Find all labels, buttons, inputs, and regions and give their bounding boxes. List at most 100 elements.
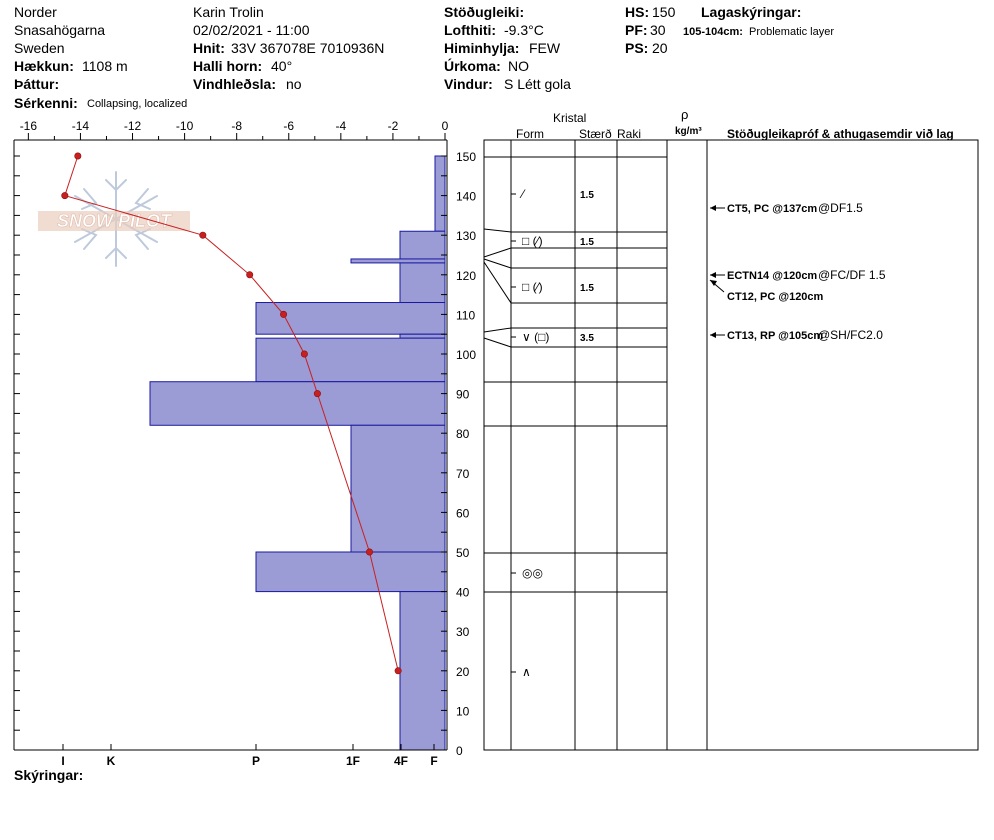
form-header: Form <box>516 127 544 141</box>
site-region: Norder <box>14 4 57 20</box>
snow-pilot-logo-text: SNOW PILOT <box>57 211 173 231</box>
wind-loading-label: Vindhleðsla: <box>193 76 276 92</box>
coords-value: 33V 367078E 7010936N <box>231 40 385 56</box>
temp-tick-label: -2 <box>388 119 399 133</box>
test-arrow-head <box>710 280 717 286</box>
hardness-tick-label: 1F <box>346 754 360 768</box>
depth-tick-label: 60 <box>456 506 470 520</box>
ps-value: 20 <box>652 40 668 56</box>
depth-tick-label: 90 <box>456 388 470 402</box>
precip-label: Úrkoma: <box>444 58 501 74</box>
layer-notes-depth: 105-104cm: <box>683 26 743 38</box>
coords-label: Hnit: <box>193 40 225 56</box>
moisture-header: Raki <box>617 127 642 141</box>
hardness-bars <box>149 155 446 751</box>
site-place: Snasahögarna <box>14 22 106 38</box>
depth-tick-label: 20 <box>456 665 470 679</box>
layer-size: 1.5 <box>580 237 594 248</box>
layer-form: □ (⁄) <box>522 234 543 248</box>
stability-test: CT5, PC @137cm <box>727 203 817 215</box>
depth-tick-label: 130 <box>456 229 476 243</box>
crystal-header: Kristal <box>553 111 587 125</box>
depth-tick-label: 50 <box>456 546 470 560</box>
hardness-tick-label: P <box>252 754 260 768</box>
temp-tick-label: -12 <box>124 119 142 133</box>
hardness-bar <box>399 591 446 751</box>
temp-tick-label: -6 <box>283 119 294 133</box>
density-header-unit: kg/m³ <box>675 126 702 137</box>
hardness-bar <box>399 262 446 304</box>
temperature-point <box>61 192 69 200</box>
aspect-label: Þáttur: <box>14 76 60 92</box>
observation-datetime: 02/02/2021 - 11:00 <box>193 22 310 38</box>
hardness-bar <box>255 551 446 593</box>
layer-notes-label: Lagaskýringar: <box>701 4 802 20</box>
hs-label: HS: <box>625 4 650 20</box>
test-arrow-head <box>710 272 716 278</box>
temp-tick-label: -14 <box>72 119 90 133</box>
depth-tick-label: 120 <box>456 269 476 283</box>
hardness-bar <box>350 424 446 553</box>
layer-form: ∧ <box>522 665 531 679</box>
layer-boundary-connector <box>483 247 512 258</box>
temperature-point <box>280 310 288 318</box>
layer-boundary-connector <box>483 337 512 348</box>
temperature-point <box>394 667 402 675</box>
layer-boundary-connector <box>483 261 512 304</box>
temperature-point <box>199 231 207 239</box>
layer-notes-text: Problematic layer <box>749 26 834 38</box>
pf-label: PF: <box>625 22 648 38</box>
sky-label: Himinhylja: <box>444 40 520 56</box>
layer-boundary-connector <box>483 228 512 233</box>
hardness-tick-label: 4F <box>394 754 408 768</box>
features-label: Sérkenni: <box>14 95 78 111</box>
depth-tick-label: 100 <box>456 348 476 362</box>
depth-tick-label: 40 <box>456 586 470 600</box>
depth-tick-label: 110 <box>456 308 475 322</box>
layer-size: 3.5 <box>580 333 594 344</box>
temperature-profile <box>61 152 402 675</box>
features-value: Collapsing, localized <box>87 98 188 110</box>
layer-form: ◎◎ <box>522 566 543 580</box>
elevation-value: 1108 m <box>82 58 128 74</box>
depth-tick-label: 140 <box>456 190 476 204</box>
site-country: Sweden <box>14 40 65 56</box>
hardness-bar <box>350 258 446 264</box>
hardness-tick-label: K <box>107 754 116 768</box>
hardness-bar <box>255 302 446 335</box>
temperature-point <box>365 548 373 556</box>
stability-test: ECTN14 @120cm <box>727 270 817 282</box>
precip-value: NO <box>508 58 529 74</box>
pf-value: 30 <box>650 22 666 38</box>
hardness-bar <box>149 381 446 426</box>
temp-tick-label: -16 <box>20 119 38 133</box>
depth-tick-label: 150 <box>456 150 476 164</box>
hardness-tick-label: F <box>430 754 437 768</box>
hardness-tick-label: I <box>61 754 64 768</box>
observer-name: Karin Trolin <box>193 4 264 20</box>
depth-tick-label: 10 <box>456 704 470 718</box>
slope-value: 40° <box>271 58 293 74</box>
temp-tick-label: 0 <box>442 119 449 133</box>
table-frame <box>483 139 979 751</box>
depth-tick-label: 30 <box>456 625 470 639</box>
depth-tick-label: 0 <box>456 744 463 758</box>
hardness-bar <box>399 230 446 260</box>
temp-tick-label: -8 <box>231 119 242 133</box>
size-header: Stærð <box>579 127 612 141</box>
sky-value: FEW <box>529 40 561 56</box>
hardness-bar <box>434 155 446 232</box>
layer-form: ⁄ <box>519 187 526 201</box>
temperature-point <box>246 271 254 279</box>
temperature-point <box>300 350 308 358</box>
wind-value: S Létt gola <box>504 76 571 92</box>
test-arrow-head <box>710 205 716 211</box>
temp-tick-label: -10 <box>176 119 194 133</box>
temperature-point <box>313 390 321 398</box>
test-arrow-head <box>710 332 716 338</box>
temperature-point <box>74 152 82 160</box>
stability-result: @SH/FC2.0 <box>818 328 883 342</box>
stability-test: CT13, RP @105cm <box>727 330 823 342</box>
hs-value: 150 <box>652 4 676 20</box>
